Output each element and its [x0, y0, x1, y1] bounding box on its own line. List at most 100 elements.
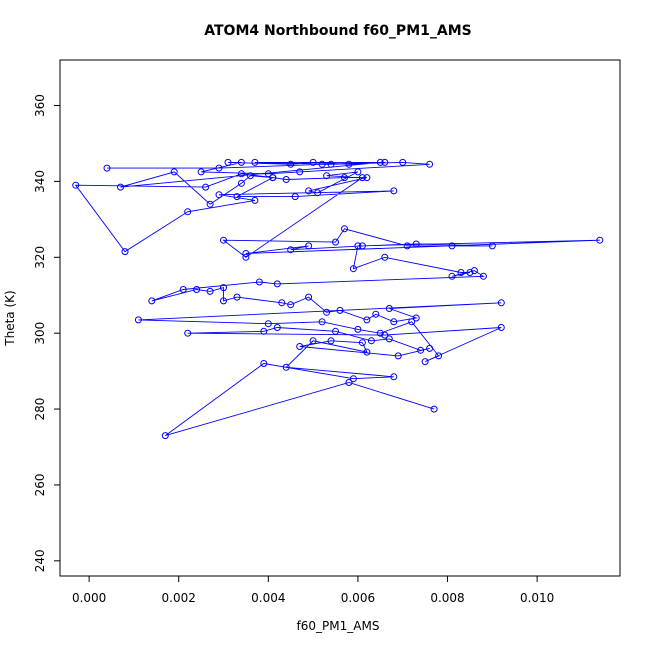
- data-point: [390, 373, 398, 381]
- data-point: [435, 352, 443, 360]
- data-point: [251, 196, 259, 204]
- data-point: [242, 250, 250, 257]
- data-point: [314, 189, 322, 197]
- data-point: [264, 170, 272, 178]
- data-point: [269, 174, 277, 182]
- data-point: [134, 316, 142, 324]
- data-point: [287, 301, 295, 309]
- data-point: [341, 174, 348, 182]
- data-point: [220, 297, 227, 305]
- data-point: [323, 172, 331, 180]
- data-point: [448, 272, 456, 280]
- data-point: [421, 358, 429, 366]
- y-tick-label: 240: [33, 549, 47, 572]
- y-tick-label: 260: [33, 473, 47, 496]
- data-point: [264, 320, 272, 328]
- data-point: [412, 314, 420, 322]
- x-tick-label: 0.008: [430, 591, 464, 605]
- data-point: [260, 360, 268, 367]
- data-point: [426, 344, 434, 352]
- data-point: [488, 242, 496, 250]
- plot-frame: [59, 59, 621, 577]
- chart-title: ATOM4 Northbound f60_PM1_AMS: [204, 23, 471, 39]
- data-point: [215, 164, 223, 172]
- data-point: [399, 158, 407, 166]
- x-axis: 0.000 0.002 0.004 0.006 0.008 0.010: [72, 575, 554, 605]
- data-point: [354, 168, 362, 176]
- data-point: [305, 293, 313, 301]
- data-point: [363, 174, 371, 182]
- data-point: [448, 242, 456, 250]
- data-point: [296, 343, 304, 350]
- data-point: [193, 286, 201, 293]
- data-point: [394, 352, 402, 360]
- data-point: [497, 299, 505, 307]
- data-point: [220, 236, 227, 244]
- data-point: [470, 267, 478, 275]
- data-point: [426, 160, 434, 168]
- data-point: [497, 324, 505, 331]
- data-point: [309, 337, 317, 345]
- data-point: [197, 168, 205, 176]
- series-line: [74, 161, 600, 437]
- data-point: [381, 253, 389, 261]
- y-tick-label: 360: [33, 94, 47, 117]
- data-point: [345, 379, 353, 386]
- data-point: [332, 238, 339, 246]
- y-tick-label: 280: [33, 398, 47, 421]
- data-point: [233, 293, 241, 301]
- data-point: [220, 284, 227, 292]
- data-point: [390, 318, 398, 326]
- data-point: [323, 308, 331, 316]
- data-point: [363, 348, 371, 356]
- data-point: [291, 193, 299, 201]
- data-point: [596, 236, 604, 244]
- data-point: [318, 318, 326, 326]
- data-point: [332, 327, 339, 335]
- data-point: [341, 225, 348, 233]
- data-point: [354, 242, 362, 250]
- data-point: [103, 164, 111, 172]
- data-point: [202, 183, 210, 191]
- data-point: [305, 242, 313, 250]
- data-point: [72, 181, 80, 189]
- data-point: [206, 287, 214, 295]
- data-point: [242, 253, 250, 261]
- data-point: [251, 158, 259, 166]
- x-tick-label: 0.006: [341, 591, 375, 605]
- data-point: [417, 346, 425, 354]
- data-point: [430, 405, 438, 413]
- data-point: [466, 269, 474, 276]
- data-point: [287, 160, 295, 168]
- data-point: [349, 375, 357, 383]
- data-point: [327, 160, 335, 168]
- data-point: [179, 286, 187, 293]
- y-axis-label: Theta (K): [3, 290, 17, 346]
- data-points: [72, 158, 604, 440]
- data-point: [390, 187, 398, 195]
- data-point: [363, 316, 371, 324]
- data-point: [224, 158, 232, 166]
- data-point: [184, 329, 192, 337]
- data-point: [376, 329, 384, 337]
- data-point: [479, 272, 487, 280]
- y-tick-label: 300: [33, 322, 47, 345]
- data-point: [278, 299, 286, 307]
- data-point: [381, 331, 389, 339]
- data-point: [282, 363, 290, 371]
- y-axis: 240 260 280 300 320 340 360: [33, 94, 61, 572]
- data-point: [148, 297, 156, 305]
- data-point: [309, 158, 317, 166]
- data-point: [372, 310, 380, 318]
- data-point: [345, 160, 353, 168]
- data-point: [287, 246, 295, 254]
- data-point: [354, 325, 362, 333]
- data-point: [408, 318, 416, 326]
- data-point: [260, 327, 268, 335]
- data-point: [237, 170, 245, 178]
- data-point: [121, 248, 129, 256]
- x-tick-label: 0.000: [72, 591, 106, 605]
- data-point: [327, 337, 335, 345]
- data-point: [305, 187, 313, 195]
